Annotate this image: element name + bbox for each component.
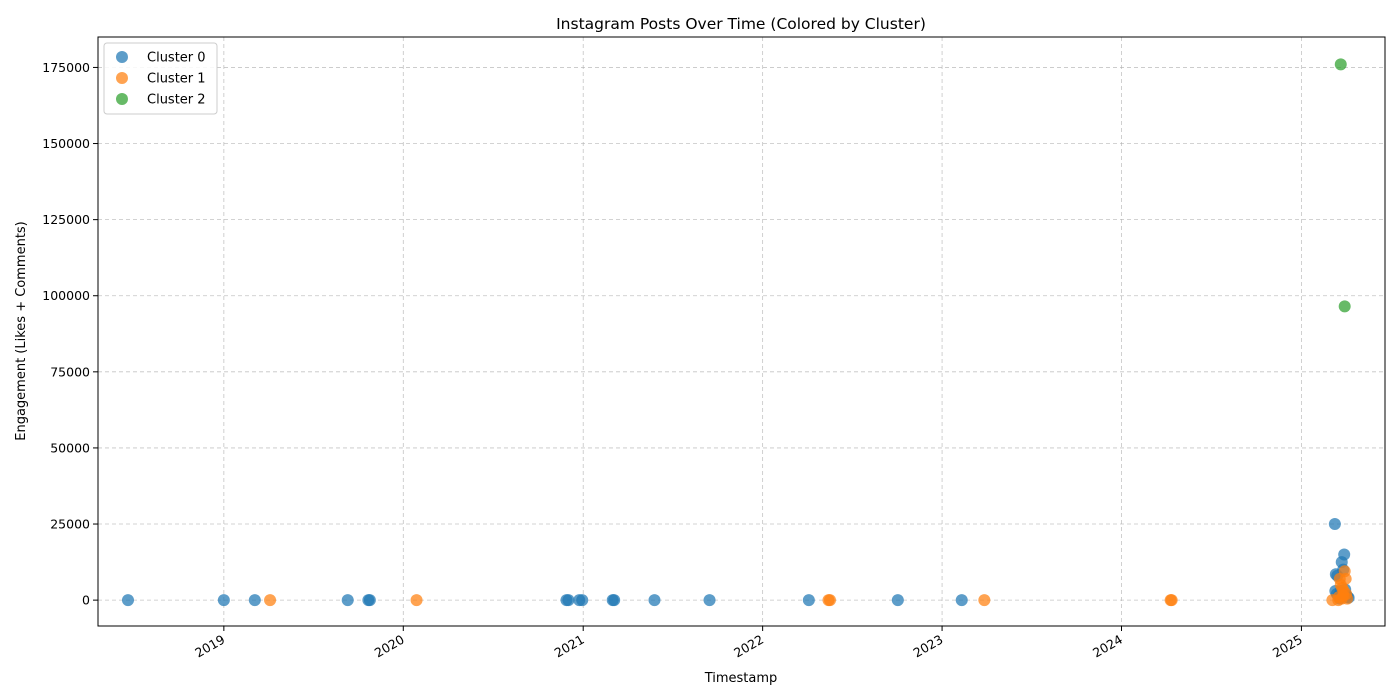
y-tick-label: 150000 (42, 136, 90, 151)
legend-marker (116, 51, 128, 63)
chart-title: Instagram Posts Over Time (Colored by Cl… (556, 15, 926, 33)
data-point (703, 594, 716, 607)
y-axis-ticks: 0 25000 50000 75000 100000 125000 150000 175000 (42, 60, 98, 608)
data-point (576, 594, 589, 607)
data-point (978, 594, 991, 607)
data-point (955, 594, 968, 607)
data-point (802, 594, 815, 607)
data-point (363, 594, 376, 607)
data-points (121, 58, 1355, 607)
series-cluster-2 (1334, 58, 1351, 313)
data-point (341, 594, 354, 607)
data-point (410, 594, 423, 607)
legend-box (103, 42, 218, 115)
y-tick-label: 0 (82, 593, 90, 608)
data-point (891, 594, 904, 607)
data-point (121, 594, 134, 607)
data-point (1165, 594, 1178, 607)
y-tick-label: 75000 (50, 364, 90, 379)
y-tick-label: 100000 (42, 288, 90, 303)
data-point (1334, 58, 1347, 71)
y-tick-label: 25000 (50, 517, 90, 532)
y-axis-title: Engagement (Likes + Comments) (14, 221, 29, 441)
data-point (1337, 589, 1350, 602)
legend-marker (116, 72, 128, 84)
data-point (562, 594, 575, 607)
data-point (648, 594, 661, 607)
legend-label: Cluster 0 (147, 51, 206, 66)
y-tick-label: 175000 (42, 60, 90, 75)
data-point (1338, 548, 1351, 561)
data-point (1338, 300, 1351, 313)
x-axis-title: Timestamp (704, 671, 778, 686)
data-point (823, 594, 836, 607)
legend-marker (116, 93, 128, 105)
legend-label: Cluster 1 (147, 72, 206, 87)
data-point (608, 594, 621, 607)
data-point (264, 594, 277, 607)
data-point (1328, 518, 1341, 531)
data-point (217, 594, 230, 607)
data-point (248, 594, 261, 607)
y-tick-label: 50000 (50, 440, 90, 455)
y-tick-label: 125000 (42, 212, 90, 227)
series-cluster-1 (264, 565, 1354, 607)
plot-frame (97, 36, 1386, 627)
legend: Cluster 0 Cluster 1 Cluster 2 (103, 42, 218, 115)
legend-label: Cluster 2 (147, 93, 206, 108)
